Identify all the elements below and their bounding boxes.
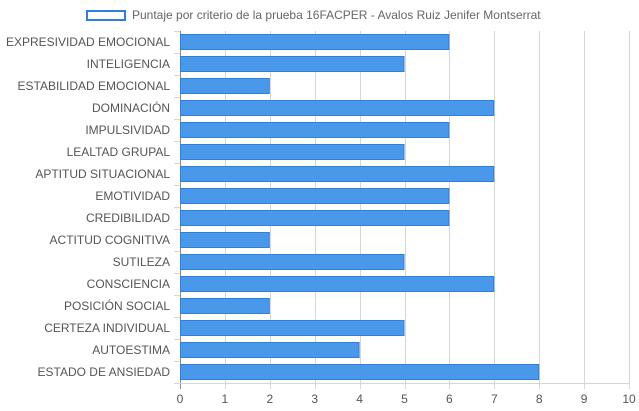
bar-5 [180, 122, 450, 138]
bar-13 [180, 298, 270, 314]
bar-11 [180, 254, 405, 270]
category-label-15: AUTOESTIMA [92, 343, 170, 357]
bar-2 [180, 56, 405, 72]
bar-16 [180, 364, 540, 380]
bar-6 [180, 144, 405, 160]
bar-10 [180, 232, 270, 248]
bar-1 [180, 34, 450, 50]
category-label-9: CREDIBILIDAD [86, 211, 170, 225]
bar-14 [180, 320, 405, 336]
x-tick-label-10: 10 [622, 392, 636, 406]
category-label-6: LEALTAD GRUPAL [67, 145, 171, 159]
bar-12 [180, 276, 495, 292]
bar-8 [180, 188, 450, 204]
bar-7 [180, 166, 495, 182]
legend-label: Puntaje por criterio de la prueba 16FACP… [132, 8, 541, 22]
category-label-4: DOMINACIÓN [92, 100, 170, 115]
x-tick-label-3: 3 [311, 392, 318, 406]
bar-9 [180, 210, 450, 226]
x-tick-label-9: 9 [581, 392, 588, 406]
x-tick-label-1: 1 [222, 392, 229, 406]
x-tick-label-4: 4 [356, 392, 363, 406]
chart-legend[interactable]: Puntaje por criterio de la prueba 16FACP… [86, 6, 541, 24]
x-tick-label-0: 0 [177, 392, 184, 406]
category-label-10: ACTITUD COGNITIVA [50, 233, 170, 247]
category-label-14: CERTEZA INDIVIDUAL [44, 321, 170, 335]
bar-4 [180, 100, 495, 116]
legend-swatch [86, 9, 126, 21]
category-label-7: APTITUD SITUACIONAL [35, 167, 170, 181]
x-tick-label-5: 5 [401, 392, 408, 406]
bar-3 [180, 78, 270, 94]
category-label-1: EXPRESIVIDAD EMOCIONAL [6, 35, 170, 49]
x-tick-label-7: 7 [491, 392, 498, 406]
category-label-16: ESTADO DE ANSIEDAD [38, 365, 171, 379]
category-label-3: ESTABILIDAD EMOCIONAL [18, 79, 171, 93]
category-label-11: SUTILEZA [113, 255, 170, 269]
category-label-8: EMOTIVIDAD [95, 189, 170, 203]
category-label-13: POSICIÓN SOCIAL [64, 298, 170, 313]
x-tick-label-2: 2 [266, 392, 273, 406]
category-label-12: CONSCIENCIA [87, 277, 170, 291]
x-tick-label-6: 6 [446, 392, 453, 406]
category-label-2: INTELIGENCIA [87, 57, 170, 71]
category-label-5: IMPULSIVIDAD [85, 123, 170, 137]
bar-15 [180, 342, 360, 358]
x-tick-label-8: 8 [536, 392, 543, 406]
